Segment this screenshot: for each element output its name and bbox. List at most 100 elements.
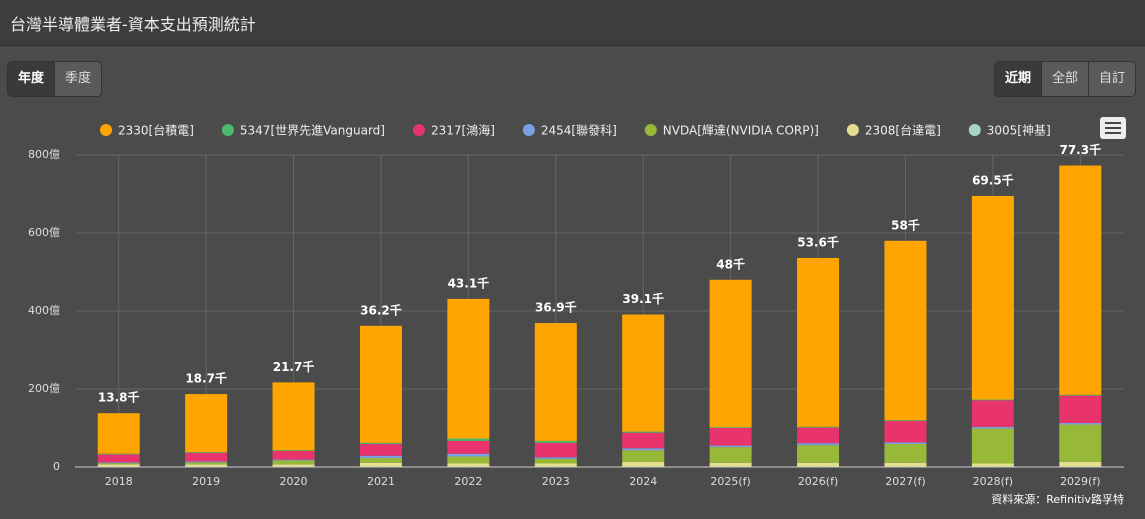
bar-segment [797, 445, 840, 463]
button[interactable]: 全部 [1041, 62, 1089, 96]
bar-segment [884, 443, 927, 463]
bar-segment [884, 442, 927, 444]
bar-segment [1059, 422, 1102, 425]
bar-segment [447, 456, 490, 464]
bar-segment [97, 462, 140, 464]
range-toggle: 近期 全部 自訂 [993, 61, 1136, 97]
bar-segment [971, 463, 1014, 467]
bar-segment [97, 463, 140, 465]
bar-segment [971, 428, 1014, 464]
bar-segment [709, 279, 752, 428]
bar-segment [622, 314, 665, 432]
button[interactable]: 近期 [994, 62, 1042, 96]
legend-swatch [522, 124, 535, 136]
bar-segment [797, 257, 840, 427]
bar-segment [622, 431, 665, 433]
x-tick-label: 2020 [280, 475, 308, 488]
bar-segment [709, 462, 752, 467]
bar-segment [97, 453, 140, 455]
x-tick-label: 2023 [542, 475, 570, 488]
bar-segment [272, 460, 315, 465]
y-tick-label: 200億 [28, 382, 60, 395]
bar-segment [971, 399, 1014, 401]
bar-segment [185, 464, 228, 467]
x-tick-label: 2029(f) [1060, 475, 1100, 488]
bar-segment [447, 298, 490, 439]
bar-segment [359, 325, 402, 443]
bar-segment [97, 464, 140, 467]
header: 台灣半導體業者-資本支出預測統計 [0, 0, 1145, 46]
legend-label: NVDA[輝達(NVIDIA CORP)] [663, 124, 819, 138]
bar-segment [97, 454, 140, 463]
total-label: 58千 [891, 217, 920, 232]
y-tick-label: 0 [53, 460, 60, 473]
menu-icon[interactable] [1100, 117, 1126, 139]
x-tick-label: 2018 [105, 475, 133, 488]
legend-swatch [221, 124, 234, 136]
bar-segment [971, 195, 1014, 400]
source: 資料來源：Refinitiv路孚特 [991, 492, 1124, 506]
button[interactable]: 自訂 [1088, 62, 1135, 96]
legend-label: 5347[世界先進Vanguard] [240, 124, 385, 138]
bar-segment [709, 427, 752, 428]
bar-segment [359, 442, 402, 444]
y-tick-label: 600億 [28, 226, 60, 239]
bar-segment [534, 458, 577, 464]
bar-segment [272, 451, 315, 460]
legend-swatch [100, 124, 112, 136]
bar-segment [447, 440, 490, 454]
bar-segment [185, 394, 228, 453]
bar-segment [709, 428, 752, 446]
button[interactable]: 季度 [55, 62, 102, 96]
total-label: 43.1千 [448, 275, 490, 290]
bar-segment [622, 448, 665, 451]
bar-segment [797, 462, 840, 467]
bar-segment [359, 443, 402, 456]
bar-segment [272, 459, 315, 461]
legend-swatch [968, 124, 981, 136]
bar-segment [447, 453, 490, 457]
legend-label: 2317[鴻海] [431, 123, 495, 138]
bar-segment [884, 420, 927, 421]
total-label: 48千 [716, 256, 745, 271]
bar-segment [185, 461, 228, 463]
total-label: 36.9千 [535, 300, 577, 315]
button[interactable]: 年度 [8, 62, 56, 96]
total-label: 39.1千 [622, 291, 664, 306]
bar-segment [359, 462, 402, 467]
bar-segment [534, 323, 577, 441]
bar-segment [622, 461, 665, 467]
bar-segment [97, 413, 140, 454]
legend-label: 2330[台積電] [118, 123, 194, 138]
bar-segment [534, 463, 577, 467]
period-toggle: 年度 季度 [7, 61, 103, 97]
bar-segment [1059, 394, 1102, 396]
bar-segment [622, 432, 665, 449]
bar-segment [359, 458, 402, 463]
x-tick-label: 2021 [367, 475, 395, 488]
legend-label: 2308[台達電] [865, 123, 941, 138]
bar-segment [185, 452, 228, 462]
total-label: 36.2千 [360, 302, 402, 317]
total-label: 13.8千 [98, 390, 140, 405]
legend-label: 3005[神基] [987, 124, 1051, 138]
bar-segment [185, 452, 228, 453]
bar-segment [622, 450, 665, 462]
bar-segment [709, 445, 752, 448]
x-tick-label: 2027(f) [885, 475, 925, 488]
legend-swatch [412, 124, 425, 136]
x-tick-label: 2025(f) [710, 475, 750, 488]
total-label: 18.7千 [185, 371, 227, 386]
bar-segment [272, 450, 315, 452]
bar-segment [1059, 165, 1102, 395]
legend-label: 2454[聯發科] [541, 123, 617, 138]
bar-segment [534, 457, 577, 459]
y-tick-label: 800億 [28, 148, 60, 161]
bar-segment [447, 438, 490, 441]
bar-segment [1059, 424, 1102, 462]
legend-swatch [846, 124, 859, 136]
bar-segment [272, 382, 315, 451]
x-tick-label: 2022 [454, 475, 482, 488]
